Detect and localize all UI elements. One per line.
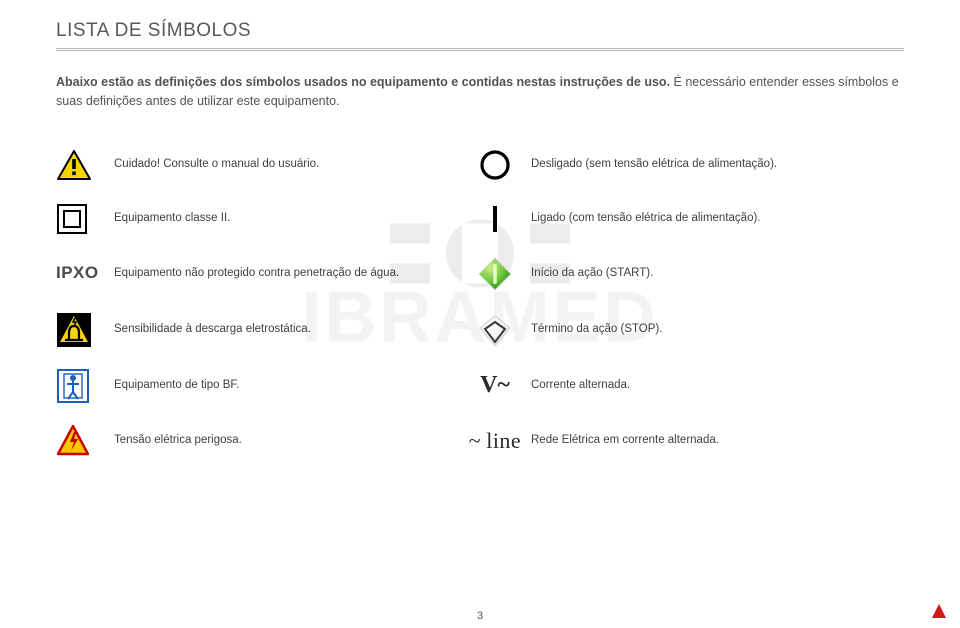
symbol-desc: Cuidado! Consulte o manual do usuário. — [114, 156, 459, 173]
symbol-grid: Cuidado! Consulte o manual do usuário. D… — [56, 148, 904, 458]
symbol-desc: Equipamento de tipo BF. — [114, 377, 459, 394]
symbol-desc: Ligado (com tensão elétrica de alimentaç… — [531, 210, 904, 227]
symbol-desc: Equipamento não protegido contra penetra… — [114, 265, 459, 282]
ipxo-label: IPXO — [56, 261, 114, 286]
dangerous-voltage-icon — [56, 424, 114, 458]
power-off-circle-icon — [459, 148, 531, 182]
page-content: LISTA DE SÍMBOLOS Abaixo estão as defini… — [0, 0, 960, 458]
esd-sensitivity-icon — [56, 312, 114, 348]
symbol-desc: Equipamento classe II. — [114, 210, 459, 227]
intro-bold: Abaixo estão as definições dos símbolos … — [56, 75, 670, 89]
page-title: LISTA DE SÍMBOLOS — [56, 20, 904, 42]
symbol-desc: Tensão elétrica perigosa. — [114, 432, 459, 449]
symbol-desc: Rede Elétrica em corrente alternada. — [531, 432, 904, 449]
scroll-top-arrow-icon — [930, 602, 948, 620]
ac-voltage-icon: V~ — [459, 368, 531, 403]
symbol-desc: Sensibilidade à descarga eletrostática. — [114, 321, 459, 338]
intro-paragraph: Abaixo estão as definições dos símbolos … — [56, 73, 904, 112]
power-on-bar-icon — [459, 202, 531, 236]
type-bf-icon — [56, 368, 114, 404]
ac-mains-line-icon: ~ line — [459, 425, 531, 457]
symbol-desc: Início da ação (START). — [531, 265, 904, 282]
caution-triangle-icon — [56, 149, 114, 181]
class-ii-square-icon — [56, 203, 114, 235]
page-number: 3 — [477, 610, 483, 622]
start-button-icon — [459, 256, 531, 292]
title-underline — [56, 48, 904, 51]
symbol-desc: Término da ação (STOP). — [531, 321, 904, 338]
stop-button-icon — [459, 312, 531, 348]
symbol-desc: Corrente alternada. — [531, 377, 904, 394]
symbol-desc: Desligado (sem tensão elétrica de alimen… — [531, 156, 904, 173]
